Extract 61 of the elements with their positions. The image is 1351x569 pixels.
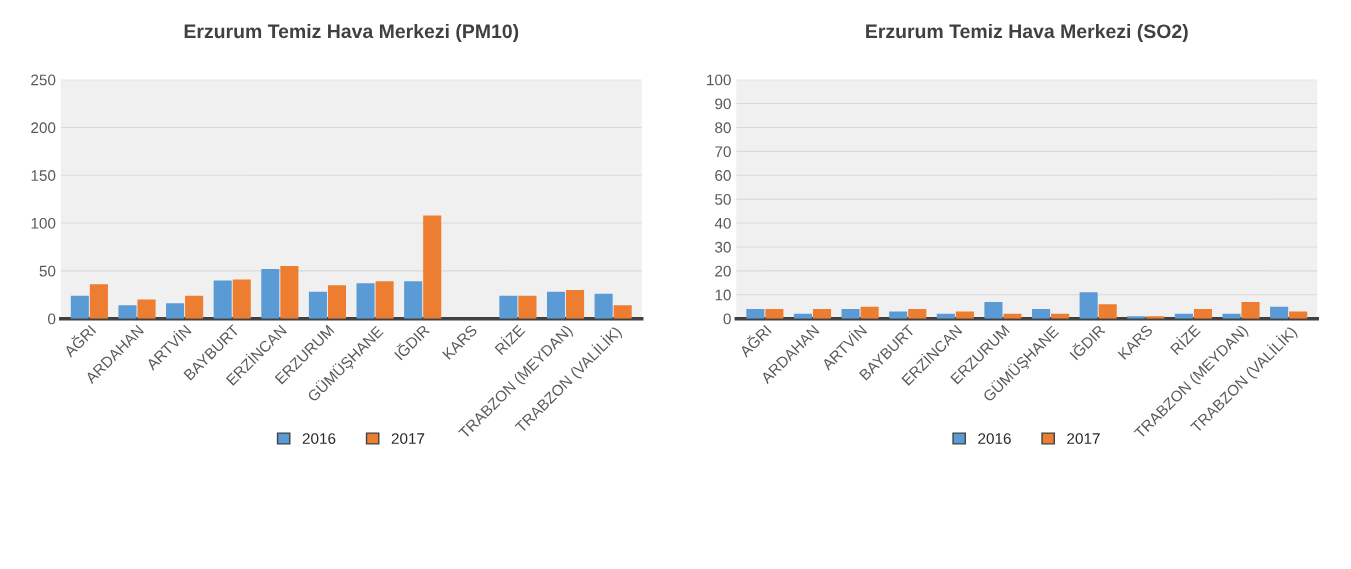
y-tick-label: 100 [31, 217, 56, 229]
chart-title: Erzurum Temiz Hava Merkezi (PM10) [184, 23, 519, 43]
y-tick-label: 50 [715, 194, 731, 205]
legend-label: 2016 [302, 433, 336, 444]
bar [1079, 292, 1098, 319]
chart-title: Erzurum Temiz Hava Merkezi (SO2) [866, 23, 1188, 43]
legend-label: 2017 [391, 433, 425, 444]
bar [1032, 309, 1051, 319]
bar [518, 295, 537, 319]
bar [356, 283, 375, 319]
bar [70, 295, 89, 319]
bar [1241, 301, 1260, 319]
bar [280, 266, 299, 319]
bar [889, 311, 908, 319]
y-tick-label: 70 [715, 146, 731, 158]
y-tick-label: 150 [31, 170, 56, 181]
bar [955, 311, 974, 319]
bar [746, 309, 765, 319]
bar [613, 305, 632, 319]
bar [1270, 306, 1289, 319]
y-tick-label: 0 [723, 313, 731, 325]
bar [594, 293, 613, 319]
bar [308, 291, 327, 319]
y-tick-label: 60 [715, 170, 731, 181]
y-tick-label: 90 [715, 98, 731, 110]
y-tick-label: 200 [31, 122, 56, 134]
bar [812, 309, 832, 319]
bar [166, 303, 185, 319]
bar [89, 284, 108, 319]
bar [261, 268, 280, 319]
y-tick-label: 10 [715, 289, 731, 301]
y-tick-label: 40 [714, 217, 731, 229]
bar [546, 291, 566, 319]
bar [1098, 304, 1117, 319]
bar [232, 279, 251, 319]
y-tick-label: 250 [31, 74, 56, 86]
y-tick-label: 80 [715, 122, 731, 134]
legend-label: 2017 [1067, 433, 1100, 444]
y-tick-label: 20 [715, 265, 731, 277]
y-tick-label: 30 [715, 241, 731, 253]
bar [908, 309, 927, 319]
bar [860, 306, 879, 319]
bar [765, 309, 784, 319]
bar [1193, 309, 1212, 319]
bar [375, 281, 394, 319]
bar [185, 295, 204, 319]
bar [423, 215, 442, 319]
y-tick-label: 100 [707, 74, 731, 86]
bar [1289, 311, 1308, 319]
bar [404, 281, 423, 319]
bar [984, 301, 1003, 319]
bar [118, 305, 137, 319]
bar [499, 295, 518, 319]
bar [327, 285, 347, 319]
bar [213, 280, 232, 319]
bar [137, 299, 156, 319]
y-tick-label: 50 [39, 265, 56, 277]
legend-label: 2016 [978, 433, 1011, 444]
y-tick-label: 0 [48, 313, 56, 325]
bar [841, 309, 860, 319]
bar [566, 289, 585, 319]
